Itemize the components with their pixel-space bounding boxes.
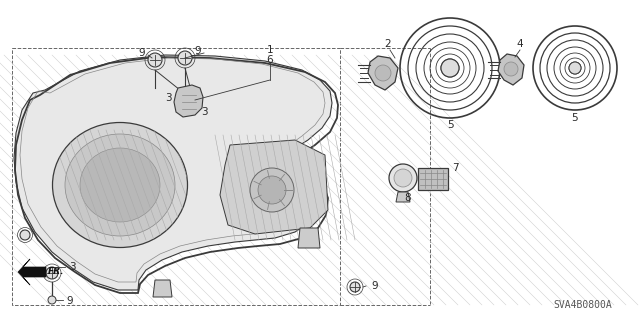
Circle shape (350, 282, 360, 292)
Circle shape (258, 176, 286, 204)
Ellipse shape (80, 148, 160, 222)
Text: 2: 2 (385, 39, 391, 49)
Polygon shape (18, 259, 46, 285)
Text: 9: 9 (195, 46, 202, 56)
Polygon shape (153, 280, 172, 297)
Circle shape (148, 53, 162, 67)
Text: 3: 3 (68, 262, 76, 272)
Polygon shape (418, 168, 448, 190)
Text: SVA4B0800A: SVA4B0800A (553, 300, 612, 310)
Polygon shape (396, 192, 410, 202)
Circle shape (441, 59, 459, 77)
Text: 9: 9 (139, 48, 145, 58)
Polygon shape (174, 85, 203, 117)
Text: 5: 5 (447, 120, 453, 130)
Polygon shape (368, 56, 398, 90)
Circle shape (504, 62, 518, 76)
Circle shape (250, 168, 294, 212)
Polygon shape (14, 55, 332, 290)
Ellipse shape (65, 134, 175, 236)
Circle shape (389, 164, 417, 192)
Text: 5: 5 (572, 113, 579, 123)
Text: 9: 9 (67, 296, 74, 306)
Polygon shape (498, 54, 524, 85)
Text: 3: 3 (164, 93, 172, 103)
Circle shape (375, 65, 391, 81)
Text: 1: 1 (267, 45, 273, 55)
Polygon shape (298, 228, 320, 248)
Circle shape (48, 296, 56, 304)
Circle shape (178, 51, 192, 65)
Text: 7: 7 (452, 163, 458, 173)
Circle shape (394, 169, 412, 187)
Circle shape (46, 267, 58, 279)
Text: FR.: FR. (48, 268, 65, 277)
Text: 3: 3 (201, 107, 207, 117)
Polygon shape (220, 140, 328, 234)
Text: 6: 6 (267, 55, 273, 65)
Text: 9: 9 (372, 281, 378, 291)
Ellipse shape (52, 122, 188, 248)
Circle shape (20, 230, 30, 240)
Text: 4: 4 (516, 39, 524, 49)
Text: 8: 8 (404, 193, 412, 203)
Circle shape (569, 62, 581, 74)
